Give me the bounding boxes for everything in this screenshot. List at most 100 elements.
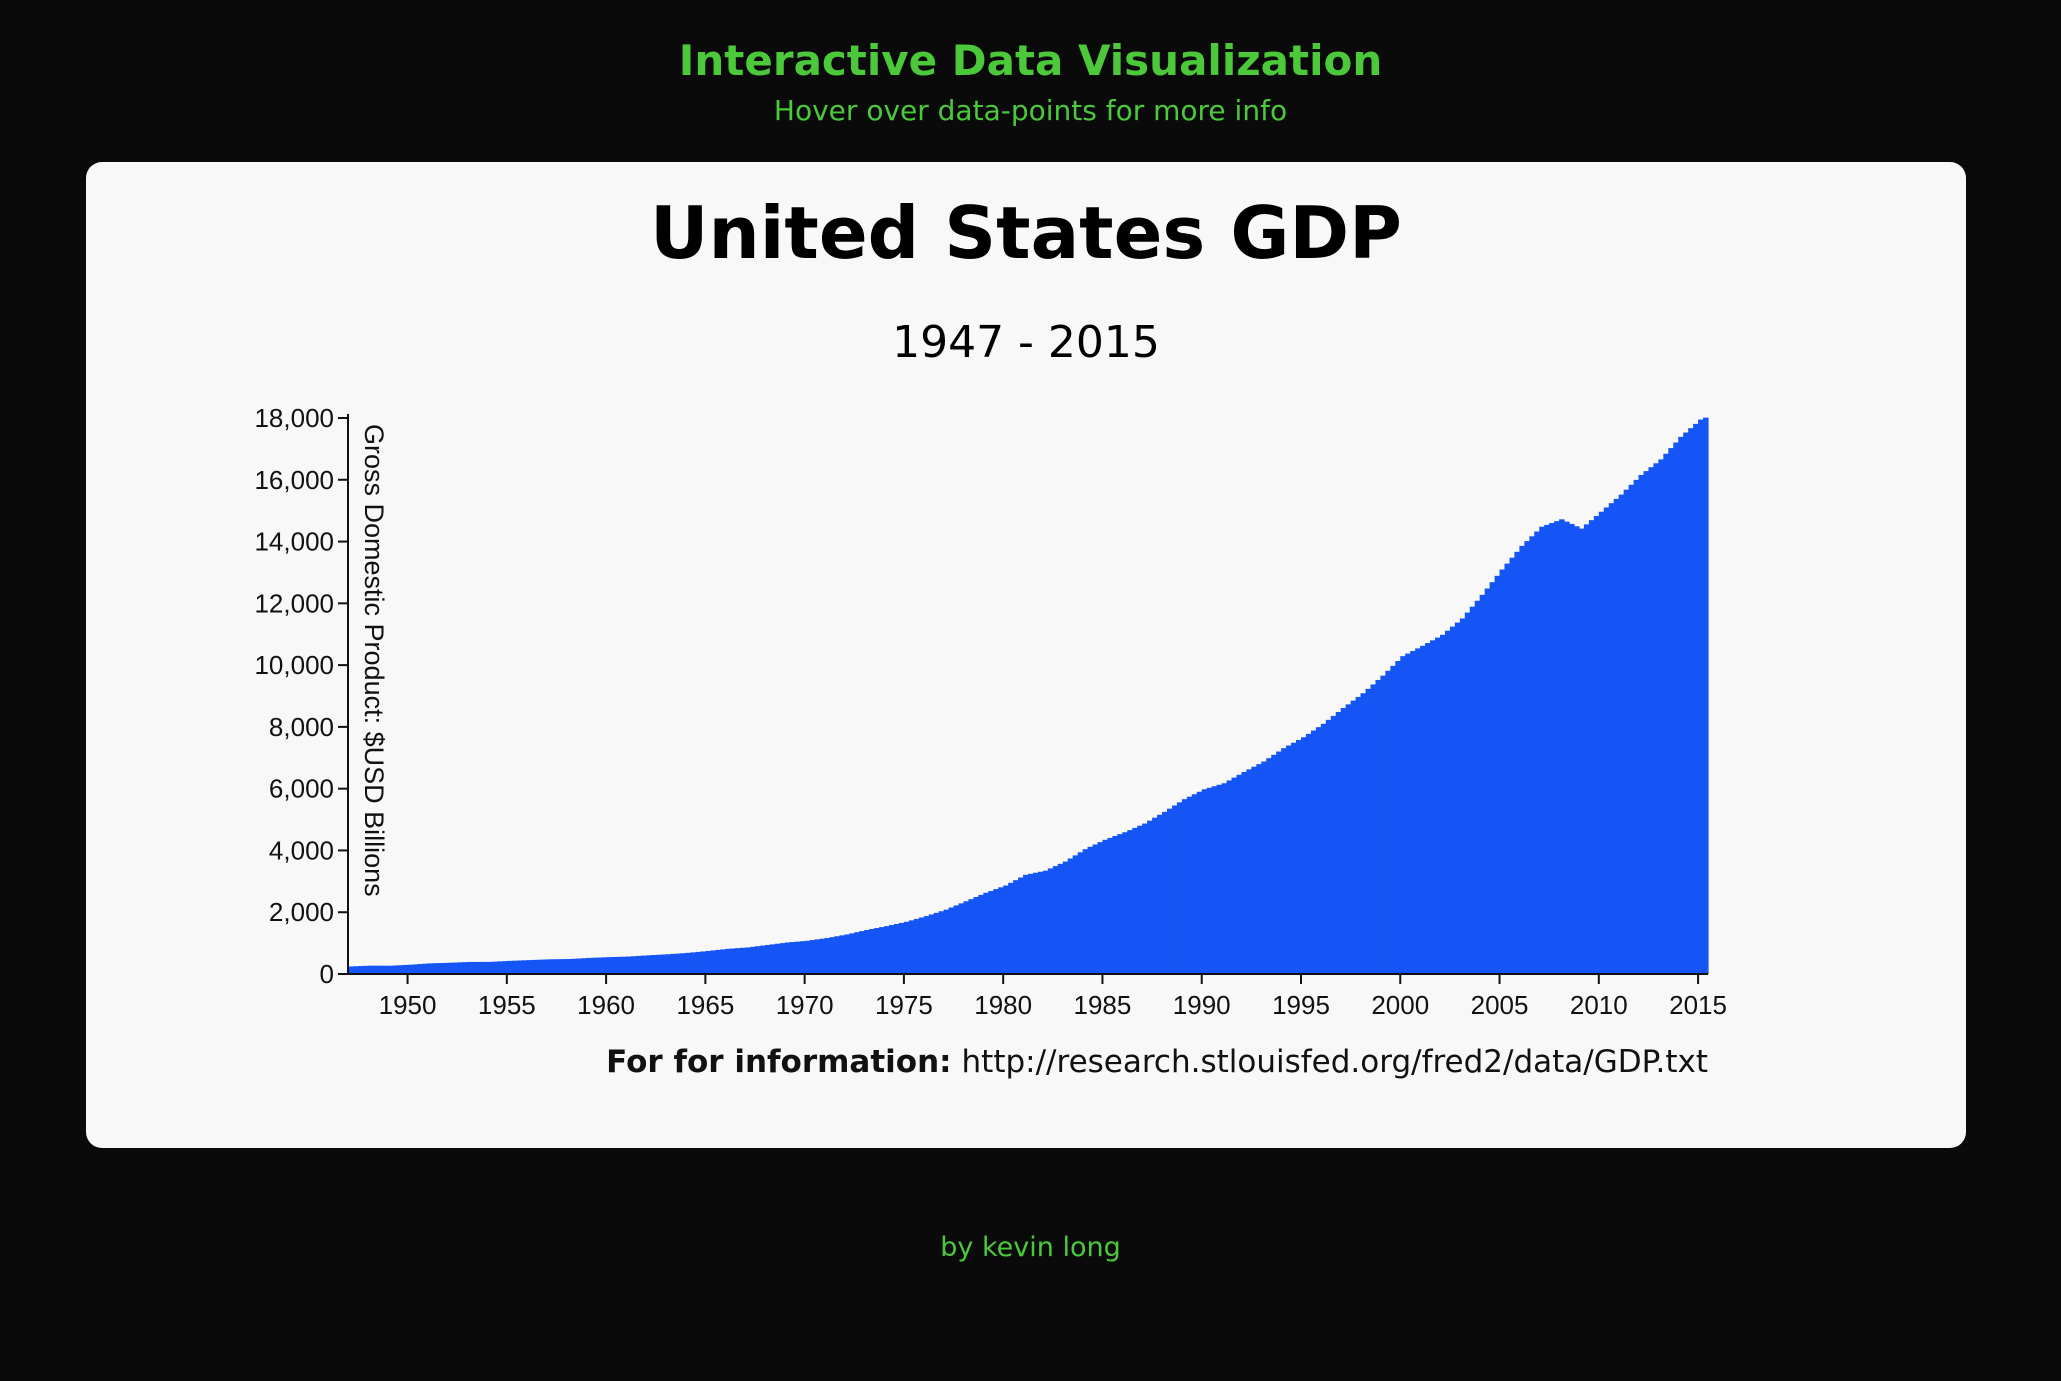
gdp-bar[interactable]: 1964 Q2: $700 Billion bbox=[690, 952, 697, 974]
gdp-bar[interactable]: 1981 Q3: $3,278 Billion bbox=[1032, 872, 1039, 974]
gdp-bar[interactable]: 1971 Q3: $1,223 Billion bbox=[834, 936, 840, 974]
gdp-bar[interactable]: 1948 Q3: $269 Billion bbox=[377, 965, 384, 974]
gdp-bar[interactable]: 2010 Q2: $15,104 Billion bbox=[1603, 507, 1610, 974]
gdp-bar[interactable]: 1981 Q4: $3,311 Billion bbox=[1037, 871, 1044, 974]
gdp-bar[interactable]: 1959 Q4: $539 Billion bbox=[601, 957, 607, 974]
gdp-bar[interactable]: 1986 Q1: $4,590 Billion bbox=[1122, 832, 1128, 974]
gdp-bar[interactable]: 2007 Q3: $14,600 Billion bbox=[1549, 523, 1555, 974]
gdp-bar[interactable]: 1987 Q3: $5,060 Billion bbox=[1152, 817, 1158, 974]
gdp-bar[interactable]: 1989 Q3: $5,820 Billion bbox=[1191, 794, 1198, 974]
gdp-bar[interactable]: 1992 Q3: $6,710 Billion bbox=[1251, 766, 1257, 974]
gdp-bar[interactable]: 1971 Q2: $1,194 Billion bbox=[829, 937, 836, 974]
gdp-bar[interactable]: 1982 Q4: $3,566 Billion bbox=[1057, 863, 1064, 974]
gdp-bar[interactable]: 1964 Q3: $715 Billion bbox=[695, 951, 702, 974]
gdp-bar[interactable]: 1954 Q2: $400 Billion bbox=[491, 961, 498, 974]
gdp-bar[interactable]: 2013 Q1: $16,660 Billion bbox=[1658, 459, 1664, 974]
gdp-bar[interactable]: 1953 Q1: $390 Billion bbox=[467, 961, 473, 974]
gdp-bar[interactable]: 1999 Q2: $9,818 Billion bbox=[1385, 670, 1391, 974]
gdp-bar[interactable]: 1952 Q3: $378 Billion bbox=[457, 962, 463, 974]
gdp-bar[interactable]: 1962 Q1: $605 Billion bbox=[645, 955, 652, 974]
gdp-bar[interactable]: 1983 Q4: $3,940 Billion bbox=[1077, 852, 1084, 974]
gdp-bar[interactable]: 1992 Q2: $6,625 Billion bbox=[1246, 769, 1252, 974]
gdp-bar[interactable]: 1947 Q1: $245 Billion bbox=[348, 966, 354, 974]
gdp-bar[interactable]: 2000 Q2: $10,374 Billion bbox=[1405, 653, 1411, 974]
gdp-bar[interactable]: 1988 Q3: $5,455 Billion bbox=[1171, 805, 1178, 975]
gdp-bar[interactable]: 2007 Q1: $14,480 Billion bbox=[1539, 526, 1545, 974]
gdp-bar[interactable]: 1977 Q4: $2,288 Billion bbox=[958, 903, 965, 974]
gdp-bar[interactable]: 2008 Q3: $14,570 Billion bbox=[1569, 523, 1575, 974]
gdp-bar[interactable]: 1989 Q1: $5,660 Billion bbox=[1181, 799, 1188, 974]
gdp-bar[interactable]: 2006 Q4: $14,325 Billion bbox=[1534, 531, 1540, 974]
gdp-bar[interactable]: 1952 Q2: $371 Billion bbox=[452, 962, 458, 974]
gdp-bar[interactable]: 1995 Q4: $7,991 Billion bbox=[1315, 727, 1322, 974]
gdp-bar[interactable]: 1979 Q2: $2,689 Billion bbox=[988, 890, 994, 974]
gdp-bar[interactable]: 1996 Q3: $8,355 Billion bbox=[1330, 715, 1337, 974]
gdp-bar[interactable]: 1986 Q4: $4,800 Billion bbox=[1137, 825, 1143, 974]
gdp-bar[interactable]: 1974 Q2: $1,585 Billion bbox=[889, 925, 895, 974]
gdp-bar[interactable]: 1952 Q1: $365 Billion bbox=[447, 962, 453, 974]
gdp-bar[interactable]: 1957 Q3: $480 Billion bbox=[556, 959, 563, 974]
gdp-bar[interactable]: 1987 Q1: $4,870 Billion bbox=[1142, 823, 1148, 974]
gdp-bar[interactable]: 1995 Q1: $7,665 Billion bbox=[1300, 737, 1307, 974]
gdp-bar[interactable]: 1980 Q4: $3,124 Billion bbox=[1018, 877, 1024, 974]
gdp-bar[interactable]: 1997 Q4: $8,970 Billion bbox=[1355, 696, 1362, 974]
gdp-bar[interactable]: 2003 Q1: $11,510 Billion bbox=[1459, 618, 1466, 974]
gdp-bar[interactable]: 1948 Q4: $269 Billion bbox=[382, 965, 389, 974]
gdp-bar[interactable]: 1969 Q4: $1,061 Billion bbox=[799, 941, 806, 974]
gdp-bar[interactable]: 2004 Q3: $12,685 Billion bbox=[1489, 582, 1496, 974]
gdp-bar[interactable]: 1950 Q3: $323 Billion bbox=[417, 964, 424, 974]
gdp-bar[interactable]: 1992 Q1: $6,540 Billion bbox=[1241, 771, 1247, 974]
gdp-bar[interactable]: 1993 Q1: $6,880 Billion bbox=[1261, 761, 1267, 974]
gdp-bar[interactable]: 1967 Q4: $920 Billion bbox=[759, 945, 766, 974]
gdp-bar[interactable]: 2010 Q1: $14,965 Billion bbox=[1598, 511, 1605, 974]
gdp-bar[interactable]: 1965 Q1: $745 Billion bbox=[705, 950, 711, 974]
gdp-bar[interactable]: 1976 Q1: $1,875 Billion bbox=[923, 916, 930, 974]
gdp-bar[interactable]: 2015 Q1: $17,950 Billion bbox=[1698, 419, 1704, 974]
gdp-bar[interactable]: 1984 Q4: $4,269 Billion bbox=[1097, 842, 1104, 974]
gdp-bar[interactable]: 1974 Q3: $1,620 Billion bbox=[893, 923, 900, 974]
gdp-bar[interactable]: 1977 Q3: $2,220 Billion bbox=[953, 905, 960, 974]
gdp-bar[interactable]: 1970 Q2: $1,098 Billion bbox=[809, 940, 816, 974]
gdp-bar[interactable]: 1984 Q1: $4,040 Billion bbox=[1082, 849, 1089, 974]
gdp-bar[interactable]: 1975 Q2: $1,736 Billion bbox=[908, 920, 915, 974]
gdp-bar[interactable]: 1949 Q2: $276 Billion bbox=[392, 965, 399, 974]
gdp-bar[interactable]: 1994 Q1: $7,310 Billion bbox=[1281, 748, 1287, 974]
gdp-bar[interactable]: 1972 Q4: $1,389 Billion bbox=[859, 931, 865, 974]
gdp-bar[interactable]: 1949 Q3: $284 Billion bbox=[397, 965, 404, 974]
gdp-bar[interactable]: 1979 Q4: $2,806 Billion bbox=[998, 887, 1004, 974]
gdp-bar[interactable]: 2011 Q4: $15,996 Billion bbox=[1633, 479, 1640, 974]
gdp-bar[interactable]: 1951 Q4: $360 Billion bbox=[442, 962, 448, 974]
gdp-bar[interactable]: 2006 Q2: $14,015 Billion bbox=[1524, 541, 1530, 974]
gdp-bar[interactable]: 1953 Q2: $391 Billion bbox=[472, 961, 478, 974]
gdp-bar[interactable]: 1982 Q2: $3,419 Billion bbox=[1047, 868, 1054, 974]
gdp-bar[interactable]: 1971 Q1: $1,165 Billion bbox=[824, 938, 831, 974]
gdp-bar[interactable]: 1972 Q3: $1,353 Billion bbox=[854, 932, 860, 974]
gdp-bar[interactable]: 2012 Q2: $16,281 Billion bbox=[1643, 471, 1650, 974]
gdp-bar[interactable]: 1951 Q3: $355 Billion bbox=[437, 963, 443, 974]
gdp-bar[interactable]: 2008 Q4: $14,495 Billion bbox=[1573, 526, 1580, 974]
gdp-bar[interactable]: 2011 Q3: $15,838 Billion bbox=[1628, 484, 1635, 974]
gdp-bar[interactable]: 1989 Q2: $5,740 Billion bbox=[1186, 796, 1193, 974]
gdp-bar[interactable]: 1956 Q3: $463 Billion bbox=[536, 959, 543, 974]
gdp-bar[interactable]: 1947 Q3: $258 Billion bbox=[357, 966, 364, 974]
gdp-bar[interactable]: 1966 Q4: $849 Billion bbox=[740, 947, 746, 974]
gdp-bar[interactable]: 2014 Q1: $17,390 Billion bbox=[1678, 436, 1684, 975]
gdp-bar[interactable]: 1968 Q4: $1,000 Billion bbox=[779, 943, 786, 974]
gdp-bar[interactable]: 1950 Q4: $334 Billion bbox=[422, 963, 429, 974]
gdp-bar[interactable]: 1978 Q1: $2,355 Billion bbox=[963, 901, 970, 974]
gdp-bar[interactable]: 1989 Q4: $5,900 Billion bbox=[1196, 791, 1203, 974]
gdp-bar[interactable]: 1960 Q3: $555 Billion bbox=[616, 956, 622, 974]
gdp-bar[interactable]: 2000 Q1: $10,290 Billion bbox=[1400, 656, 1406, 974]
gdp-bar[interactable]: 1964 Q1: $685 Billion bbox=[685, 952, 692, 974]
gdp-bar[interactable]: 1996 Q1: $8,100 Billion bbox=[1320, 723, 1327, 974]
gdp-bar[interactable]: 2005 Q1: $13,095 Billion bbox=[1499, 569, 1506, 974]
gdp-bar[interactable]: 1977 Q2: $2,153 Billion bbox=[948, 907, 955, 974]
gdp-bar[interactable]: 2015 Q2: $18,013 Billion bbox=[1703, 417, 1709, 974]
gdp-bar[interactable]: 1963 Q3: $663 Billion bbox=[675, 953, 682, 974]
gdp-bar[interactable]: 1978 Q2: $2,424 Billion bbox=[968, 899, 974, 974]
gdp-bar[interactable]: 1984 Q2: $4,116 Billion bbox=[1087, 846, 1094, 974]
gdp-bar[interactable]: 2009 Q1: $14,420 Billion bbox=[1578, 528, 1585, 974]
gdp-bar[interactable]: 1978 Q4: $2,561 Billion bbox=[978, 894, 984, 974]
gdp-bar[interactable]: 1995 Q2: $7,774 Billion bbox=[1305, 733, 1312, 974]
gdp-bar[interactable]: 1976 Q3: $1,980 Billion bbox=[933, 912, 940, 974]
